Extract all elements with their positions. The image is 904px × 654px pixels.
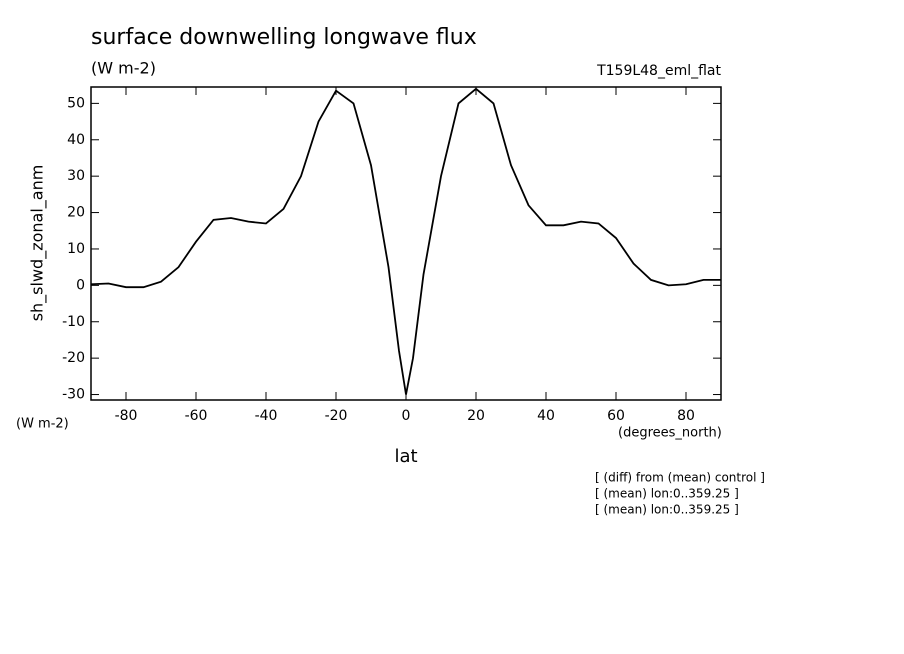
y-tick-label: -10 bbox=[62, 314, 85, 330]
y-tick-label: 10 bbox=[67, 241, 85, 257]
y-tick-label: 20 bbox=[67, 205, 85, 221]
y-tick-label: 0 bbox=[76, 277, 85, 293]
y-tick-label: -20 bbox=[62, 350, 85, 366]
y-axis-label: sh_slwd_zonal_anm bbox=[28, 165, 48, 322]
chart-title: surface downwelling longwave flux bbox=[91, 25, 477, 50]
x-axis-label: lat bbox=[394, 446, 417, 467]
note: [ (mean) lon:0..359.25 ] bbox=[595, 503, 739, 517]
x-tick-label: -80 bbox=[115, 408, 138, 424]
chart-subtitle: (W m-2) bbox=[91, 59, 156, 78]
y-tick-label: 30 bbox=[67, 168, 85, 184]
note: [ (diff) from (mean) control ] bbox=[595, 471, 765, 485]
x-tick-label: -40 bbox=[255, 408, 278, 424]
x-tick-label: -20 bbox=[325, 408, 348, 424]
y-tick-label: -30 bbox=[62, 387, 85, 403]
x-tick-label: 60 bbox=[607, 408, 625, 424]
y-units: (W m-2) bbox=[16, 417, 69, 432]
x-tick-label: 0 bbox=[402, 408, 411, 424]
data-line bbox=[90, 87, 721, 395]
x-tick-label: 40 bbox=[537, 408, 555, 424]
y-tick-label: 40 bbox=[67, 132, 85, 148]
x-tick-label: 80 bbox=[677, 408, 695, 424]
note: [ (mean) lon:0..359.25 ] bbox=[595, 487, 739, 501]
x-tick-label: -60 bbox=[185, 408, 208, 424]
x-tick-label: 20 bbox=[467, 408, 485, 424]
y-tick-label: 50 bbox=[67, 95, 85, 111]
x-units: (degrees_north) bbox=[618, 426, 722, 441]
run-label: T159L48_eml_flat bbox=[596, 63, 721, 79]
plot-frame bbox=[90, 86, 722, 401]
